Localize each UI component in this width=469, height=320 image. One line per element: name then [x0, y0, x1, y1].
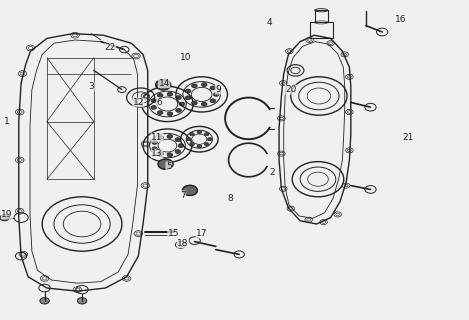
Circle shape	[175, 138, 181, 141]
Text: 5: 5	[166, 162, 172, 171]
Text: 16: 16	[395, 15, 407, 24]
Circle shape	[77, 298, 87, 304]
Circle shape	[156, 80, 171, 90]
Circle shape	[158, 152, 163, 156]
Circle shape	[204, 132, 209, 136]
Circle shape	[197, 131, 202, 134]
Circle shape	[191, 101, 197, 105]
Circle shape	[158, 159, 173, 169]
Circle shape	[152, 147, 158, 151]
Circle shape	[167, 112, 173, 116]
Bar	[315, 10, 328, 22]
Text: 15: 15	[168, 229, 179, 238]
Circle shape	[187, 138, 191, 141]
Bar	[310, 22, 333, 38]
Text: 1: 1	[4, 117, 10, 126]
Circle shape	[176, 108, 182, 112]
Circle shape	[201, 102, 207, 106]
Text: 13: 13	[151, 149, 163, 158]
Text: 14: 14	[159, 79, 170, 88]
Text: 20: 20	[285, 85, 296, 94]
Circle shape	[178, 144, 184, 148]
Circle shape	[157, 93, 163, 97]
Text: 6: 6	[157, 98, 162, 107]
Circle shape	[151, 99, 157, 102]
Circle shape	[185, 96, 191, 100]
Circle shape	[176, 96, 182, 100]
Circle shape	[167, 92, 173, 96]
Circle shape	[152, 140, 158, 144]
Circle shape	[167, 153, 173, 157]
Circle shape	[210, 99, 216, 103]
Circle shape	[201, 83, 207, 86]
Text: 2: 2	[269, 168, 275, 177]
Circle shape	[157, 111, 163, 115]
Text: 19: 19	[1, 210, 13, 219]
Text: 21: 21	[402, 133, 414, 142]
Circle shape	[0, 214, 9, 221]
Circle shape	[185, 89, 191, 93]
Circle shape	[175, 150, 181, 154]
Circle shape	[197, 145, 202, 148]
Circle shape	[189, 143, 194, 146]
Text: 22: 22	[105, 44, 116, 52]
Text: 12: 12	[133, 98, 144, 107]
Circle shape	[191, 84, 197, 88]
Circle shape	[151, 106, 157, 109]
Circle shape	[167, 134, 173, 138]
Text: 4: 4	[267, 18, 272, 27]
Circle shape	[207, 138, 212, 141]
Circle shape	[189, 132, 194, 136]
Text: 11: 11	[151, 133, 163, 142]
Circle shape	[158, 136, 163, 140]
Circle shape	[210, 86, 216, 90]
Circle shape	[213, 92, 219, 96]
Text: 10: 10	[180, 53, 191, 62]
Circle shape	[40, 298, 49, 304]
Text: 8: 8	[227, 194, 233, 203]
Circle shape	[179, 102, 185, 106]
Text: 18: 18	[177, 239, 189, 248]
Text: 7: 7	[180, 191, 186, 200]
Text: 3: 3	[89, 82, 94, 91]
Circle shape	[182, 185, 197, 196]
Text: 17: 17	[196, 229, 207, 238]
Circle shape	[204, 143, 209, 146]
Text: 9: 9	[215, 85, 221, 94]
